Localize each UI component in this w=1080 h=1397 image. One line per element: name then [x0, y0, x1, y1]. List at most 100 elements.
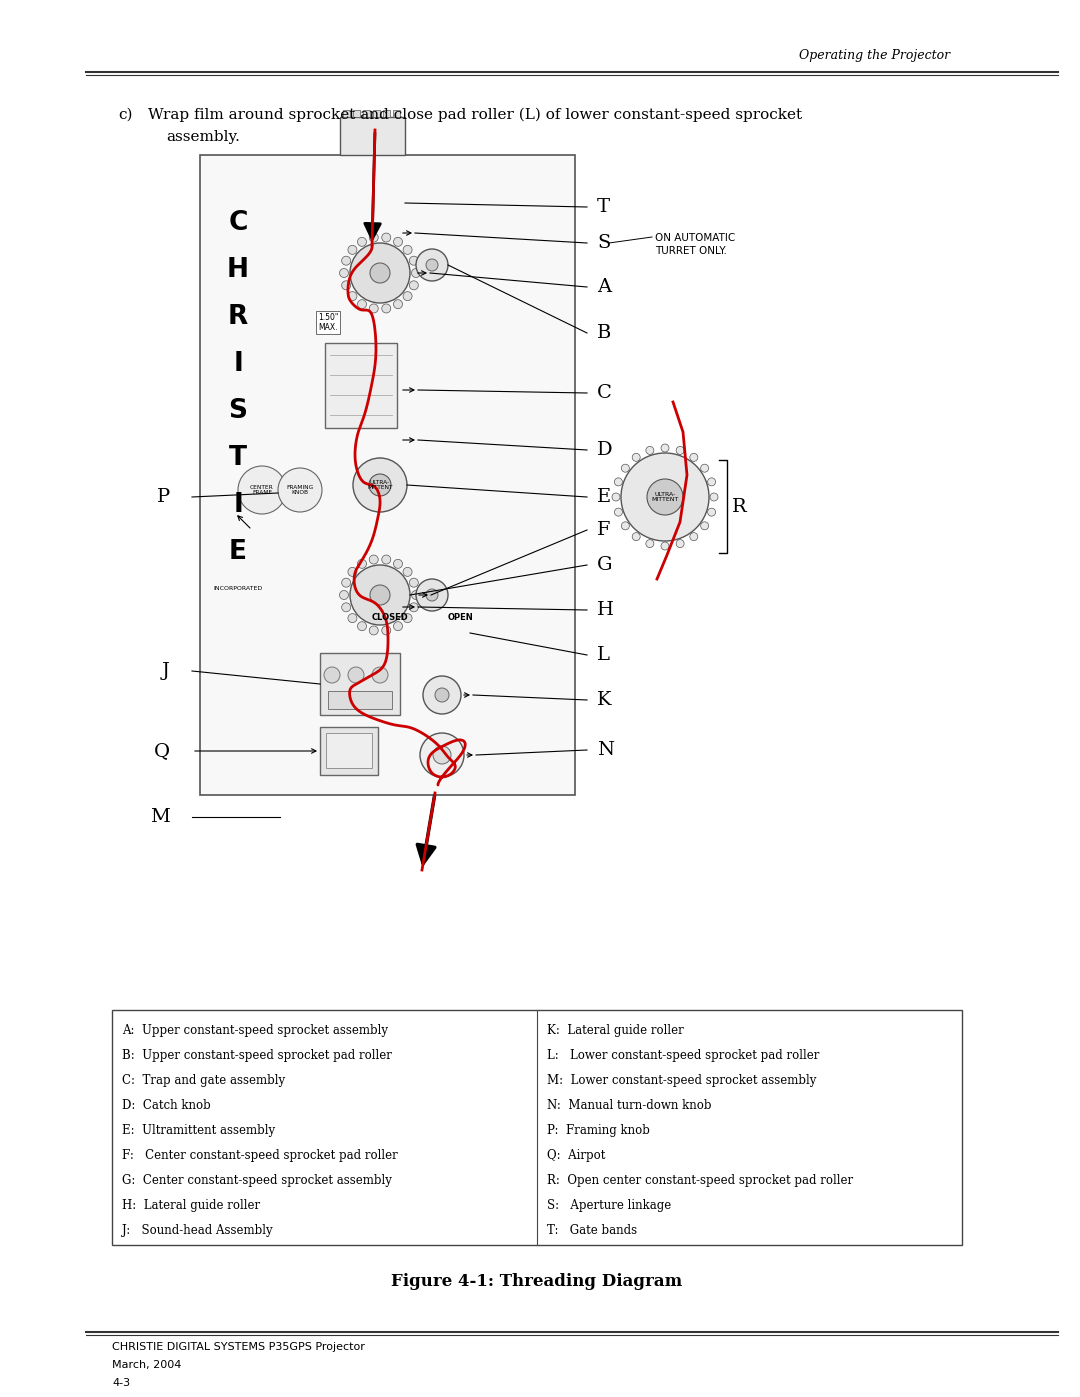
Circle shape	[348, 246, 356, 254]
Circle shape	[278, 468, 322, 511]
Text: R:  Open center constant-speed sprocket pad roller: R: Open center constant-speed sprocket p…	[546, 1173, 853, 1187]
Bar	[373, 110, 380, 117]
Bar	[320, 726, 378, 775]
Circle shape	[411, 268, 420, 278]
Circle shape	[381, 233, 391, 242]
Circle shape	[357, 237, 366, 246]
Circle shape	[676, 447, 684, 454]
Text: CHRISTIE DIGITAL SYSTEMS P35GPS Projector: CHRISTIE DIGITAL SYSTEMS P35GPS Projecto…	[112, 1343, 365, 1352]
Bar	[340, 117, 405, 155]
Circle shape	[357, 622, 366, 630]
Text: P: P	[157, 488, 170, 506]
Text: G: G	[597, 556, 612, 574]
Text: R: R	[228, 305, 248, 330]
Text: I: I	[233, 492, 243, 518]
Text: Q: Q	[153, 742, 170, 760]
Circle shape	[393, 559, 403, 569]
Text: ULTRA-
MITTENT: ULTRA- MITTENT	[651, 492, 678, 503]
Bar	[325, 344, 397, 427]
Text: E:  Ultramittent assembly: E: Ultramittent assembly	[122, 1125, 275, 1137]
Circle shape	[357, 300, 366, 309]
Circle shape	[403, 292, 413, 300]
Circle shape	[615, 509, 622, 515]
Circle shape	[339, 591, 349, 599]
Text: H: H	[227, 257, 249, 284]
Circle shape	[341, 578, 351, 587]
Circle shape	[426, 258, 438, 271]
Circle shape	[324, 666, 340, 683]
Circle shape	[409, 578, 418, 587]
Text: Operating the Projector: Operating the Projector	[799, 49, 950, 61]
Text: S:   Aperture linkage: S: Aperture linkage	[546, 1199, 672, 1213]
Text: L: L	[597, 645, 610, 664]
Text: ULTRA-
MITTENT: ULTRA- MITTENT	[367, 479, 393, 490]
Text: OPEN: OPEN	[447, 613, 473, 622]
Circle shape	[661, 444, 669, 453]
Text: Wrap film around sprocket and close pad roller (L) of lower constant-speed sproc: Wrap film around sprocket and close pad …	[148, 108, 802, 123]
Text: S: S	[597, 235, 610, 251]
Text: CENTER
FRAME: CENTER FRAME	[251, 485, 274, 496]
Text: R: R	[732, 497, 746, 515]
Circle shape	[646, 447, 653, 454]
Text: T:   Gate bands: T: Gate bands	[546, 1224, 637, 1236]
Circle shape	[707, 478, 716, 486]
Text: A:  Upper constant-speed sprocket assembly: A: Upper constant-speed sprocket assembl…	[122, 1024, 388, 1037]
Text: K:  Lateral guide roller: K: Lateral guide roller	[546, 1024, 684, 1037]
Circle shape	[341, 256, 351, 265]
Circle shape	[632, 454, 640, 461]
Text: assembly.: assembly.	[166, 130, 240, 144]
Circle shape	[676, 539, 684, 548]
Circle shape	[403, 246, 413, 254]
Circle shape	[370, 585, 390, 605]
Text: H:  Lateral guide roller: H: Lateral guide roller	[122, 1199, 260, 1213]
Bar	[383, 110, 390, 117]
Circle shape	[416, 578, 448, 610]
Text: Q:  Airpot: Q: Airpot	[546, 1148, 606, 1162]
Bar	[112, 1010, 962, 1245]
Circle shape	[426, 590, 438, 601]
Circle shape	[348, 292, 356, 300]
Text: P:  Framing knob: P: Framing knob	[546, 1125, 650, 1137]
Circle shape	[381, 555, 391, 564]
Circle shape	[369, 474, 391, 496]
Circle shape	[357, 559, 366, 569]
Text: B:  Upper constant-speed sprocket pad roller: B: Upper constant-speed sprocket pad rol…	[122, 1049, 392, 1062]
Circle shape	[646, 539, 653, 548]
Circle shape	[409, 256, 418, 265]
Text: T: T	[229, 446, 247, 471]
Circle shape	[621, 453, 708, 541]
Bar	[393, 110, 400, 117]
Circle shape	[370, 263, 390, 284]
Text: E: E	[229, 539, 247, 564]
Circle shape	[341, 281, 351, 289]
Text: c): c)	[118, 108, 133, 122]
Bar	[320, 652, 400, 715]
Text: ON AUTOMATIC
TURRET ONLY.: ON AUTOMATIC TURRET ONLY.	[654, 233, 735, 256]
Circle shape	[341, 604, 351, 612]
Circle shape	[369, 555, 378, 564]
Bar	[328, 692, 392, 710]
Text: D:  Catch knob: D: Catch knob	[122, 1099, 211, 1112]
Circle shape	[710, 493, 718, 502]
Text: M:  Lower constant-speed sprocket assembly: M: Lower constant-speed sprocket assembl…	[546, 1074, 816, 1087]
Circle shape	[393, 237, 403, 246]
Text: T: T	[597, 198, 610, 217]
Bar	[363, 110, 370, 117]
Text: FRAMING
KNOB: FRAMING KNOB	[286, 485, 313, 496]
Text: F: F	[597, 521, 610, 539]
Text: 1.50"
MAX.: 1.50" MAX.	[318, 313, 338, 332]
Circle shape	[403, 613, 413, 623]
Text: J:   Sound-head Assembly: J: Sound-head Assembly	[122, 1224, 272, 1236]
Bar	[326, 733, 372, 768]
Circle shape	[238, 467, 286, 514]
Circle shape	[348, 666, 364, 683]
Text: March, 2004: March, 2004	[112, 1361, 181, 1370]
Text: K: K	[597, 692, 611, 710]
Text: M: M	[150, 807, 170, 826]
Text: C:  Trap and gate assembly: C: Trap and gate assembly	[122, 1074, 285, 1087]
Circle shape	[350, 564, 410, 624]
Circle shape	[707, 509, 716, 515]
Circle shape	[381, 305, 391, 313]
Circle shape	[411, 591, 420, 599]
Circle shape	[393, 300, 403, 309]
